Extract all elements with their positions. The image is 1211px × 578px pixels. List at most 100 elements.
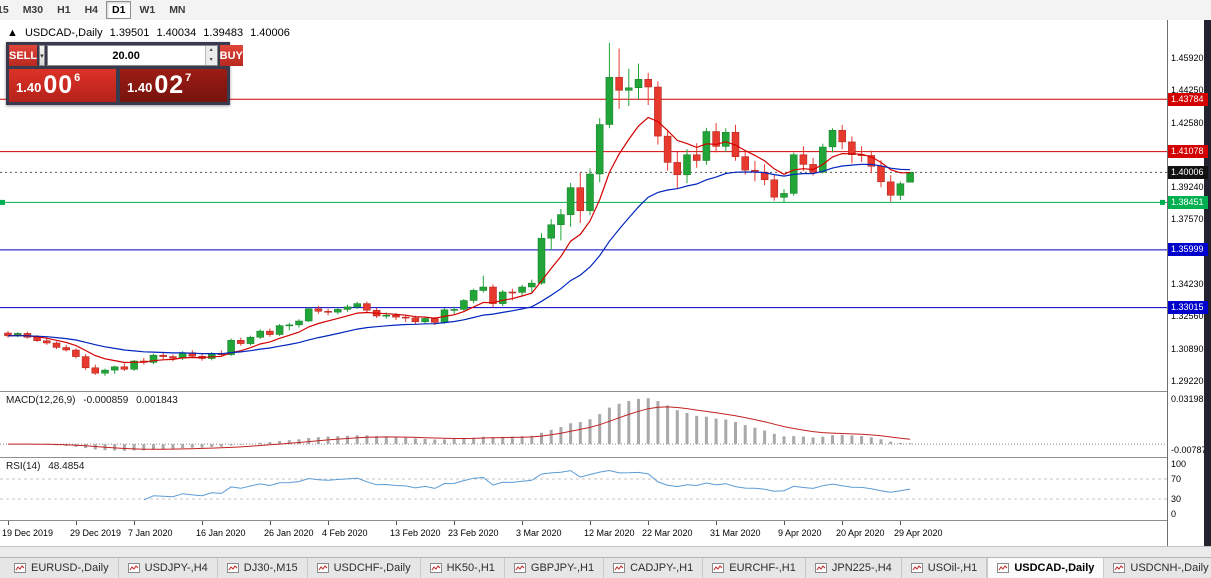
price-axis[interactable]: 1.459201.442501.425801.409101.392401.375…	[1167, 20, 1211, 546]
price-axis-label: 1.45920	[1171, 53, 1204, 63]
ohlc-open: 1.39501	[109, 27, 150, 39]
rsi-axis-label: 70	[1171, 474, 1182, 484]
time-axis-tick	[134, 521, 135, 525]
macd-panel[interactable]: MACD(12,26,9) -0.000859 0.001843	[0, 392, 1167, 457]
chart-icon	[814, 563, 827, 573]
ask-price-pips: 02	[154, 71, 185, 99]
time-axis-label: 26 Jan 2020	[264, 528, 314, 538]
timeframe-button-d1[interactable]: D1	[106, 1, 132, 19]
chart-tab-bar: EURUSD-,Daily USDJPY-,H4 DJ30-,M15 USDCHF-,…	[0, 557, 1211, 578]
line-end-marker[interactable]	[0, 199, 5, 205]
tab-label: EURUSD-,Daily	[31, 562, 109, 574]
tab-label: JPN225-,H4	[831, 562, 892, 574]
main-chart-panel[interactable]: ▲ USDCAD-,Daily 1.39501 1.40034 1.39483 …	[0, 20, 1167, 391]
macd-signal-value: 0.001843	[136, 395, 178, 406]
rsi-chart-canvas	[0, 469, 1167, 501]
one-click-trading-panel: SELL ▾ ▴ ▾ BUY 1.40 00 6 1.40 02	[6, 42, 243, 105]
time-axis-tick	[454, 521, 455, 525]
chart-tab-eurchf-h1[interactable]: EURCHF-,H1	[703, 558, 806, 578]
time-axis-label: 23 Feb 2020	[448, 528, 499, 538]
time-axis-label: 31 Mar 2020	[710, 528, 761, 538]
line-end-marker[interactable]	[1160, 199, 1165, 205]
chart-tab-gbpjpy-h1[interactable]: GBPJPY-,H1	[505, 558, 605, 578]
tab-label: HK50-,H1	[446, 562, 495, 574]
time-axis-tick	[328, 521, 329, 525]
price-axis-label: 1.44250	[1171, 85, 1204, 95]
rsi-header: RSI(14) 48.4854	[6, 461, 89, 472]
time-axis-label: 4 Feb 2020	[322, 528, 368, 538]
chart-tab-usdjpy-h4[interactable]: USDJPY-,H4	[119, 558, 218, 578]
timeframe-button-mn[interactable]: MN	[169, 4, 186, 16]
panel-separator[interactable]	[0, 391, 1204, 392]
chart-tab-usdchf-daily[interactable]: USDCHF-,Daily	[308, 558, 421, 578]
tab-label: USDCNH-,Daily	[1130, 562, 1209, 574]
ask-price-prefix: 1.40	[127, 79, 153, 95]
chart-tab-hk50-h1[interactable]: HK50-,H1	[421, 558, 505, 578]
time-axis-label: 16 Jan 2020	[196, 528, 246, 538]
time-axis-label: 9 Apr 2020	[778, 528, 822, 538]
chart-tab-eurusd-daily[interactable]: EURUSD-,Daily	[5, 558, 119, 578]
price-level-badge: 1.38451	[1168, 196, 1208, 209]
price-axis-label: 1.42580	[1171, 118, 1204, 128]
timeframe-button-h4[interactable]: H4	[84, 4, 98, 16]
chart-tab-dj30-m15[interactable]: DJ30-,M15	[218, 558, 308, 578]
chart-icon	[613, 563, 626, 573]
tab-label: EURCHF-,H1	[729, 562, 796, 574]
panel-separator[interactable]	[0, 520, 1204, 521]
candlestick-chart-canvas[interactable]	[0, 20, 1167, 391]
chart-icon	[316, 563, 329, 573]
ask-price-box[interactable]: 1.40 02 7	[120, 69, 227, 102]
time-axis[interactable]: 19 Dec 2019 29 Dec 2019 7 Jan 2020 16 Jan 2…	[0, 521, 1167, 546]
window-right-edge	[1204, 20, 1211, 546]
timeframe-button-15[interactable]: 15	[0, 4, 9, 16]
chart-tab-usoil-h1[interactable]: USOil-,H1	[902, 558, 988, 578]
price-level-badge: 1.35999	[1168, 243, 1208, 256]
chart-icon	[1113, 563, 1126, 573]
time-axis-label: 3 Mar 2020	[516, 528, 562, 538]
chart-tab-jpn225-h4[interactable]: JPN225-,H4	[806, 558, 902, 578]
rsi-title: RSI(14)	[6, 461, 41, 472]
ohlc-close: 1.40006	[250, 27, 290, 39]
time-axis-tick	[76, 521, 77, 525]
tab-label: USDCAD-,Daily	[1014, 562, 1095, 574]
buy-button[interactable]: BUY	[219, 45, 243, 66]
time-axis-tick	[716, 521, 717, 525]
volume-decrease-button[interactable]: ▾	[205, 55, 217, 65]
rsi-panel[interactable]: RSI(14) 48.4854	[0, 458, 1167, 520]
chart-tab-usdcad-daily[interactable]: USDCAD-,Daily	[987, 558, 1105, 578]
tab-label: CADJPY-,H1	[630, 562, 694, 574]
direction-arrow-icon: ▲	[7, 27, 18, 39]
bid-price-pips: 00	[43, 71, 74, 99]
chart-icon	[226, 563, 239, 573]
timeframe-button-h1[interactable]: H1	[57, 4, 71, 16]
chart-tab-cadjpy-h1[interactable]: CADJPY-,H1	[604, 558, 704, 578]
panel-separator[interactable]	[0, 457, 1204, 458]
time-axis-label: 29 Dec 2019	[70, 528, 122, 538]
chart-icon	[997, 563, 1010, 573]
sell-button[interactable]: SELL	[9, 45, 38, 66]
time-axis-tick	[842, 521, 843, 525]
price-level-badge: 1.33015	[1168, 301, 1208, 314]
volume-increase-button[interactable]: ▴	[205, 46, 217, 56]
volume-input[interactable]	[47, 46, 205, 65]
macd-axis-max: 0.031987	[1171, 394, 1209, 404]
price-axis-label: 1.34230	[1171, 279, 1204, 289]
time-axis-label: 13 Feb 2020	[390, 528, 441, 538]
timeframe-button-m30[interactable]: M30	[22, 4, 44, 16]
time-axis-tick	[522, 521, 523, 525]
volume-dropdown-button[interactable]: ▾	[39, 45, 45, 66]
rsi-value: 48.4854	[48, 461, 85, 472]
chart-symbol-period: USDCAD-,Daily	[24, 27, 103, 39]
price-axis-label: 1.37570	[1171, 214, 1204, 224]
rsi-axis-label: 100	[1171, 459, 1187, 469]
bid-price-box[interactable]: 1.40 00 6	[9, 69, 116, 102]
chart-title: ▲ USDCAD-,Daily 1.39501 1.40034 1.39483 …	[7, 27, 294, 39]
tab-label: USOil-,H1	[927, 562, 978, 574]
chart-tab-usdcnh-daily[interactable]: USDCNH-,Daily	[1104, 558, 1211, 578]
price-level-badge: 1.41078	[1168, 145, 1208, 158]
timeframe-button-w1[interactable]: W1	[139, 4, 156, 16]
chart-icon	[513, 563, 526, 573]
horizontal-scrollbar[interactable]	[0, 546, 1211, 557]
chart-icon	[910, 563, 923, 573]
macd-signal-line	[8, 406, 911, 450]
